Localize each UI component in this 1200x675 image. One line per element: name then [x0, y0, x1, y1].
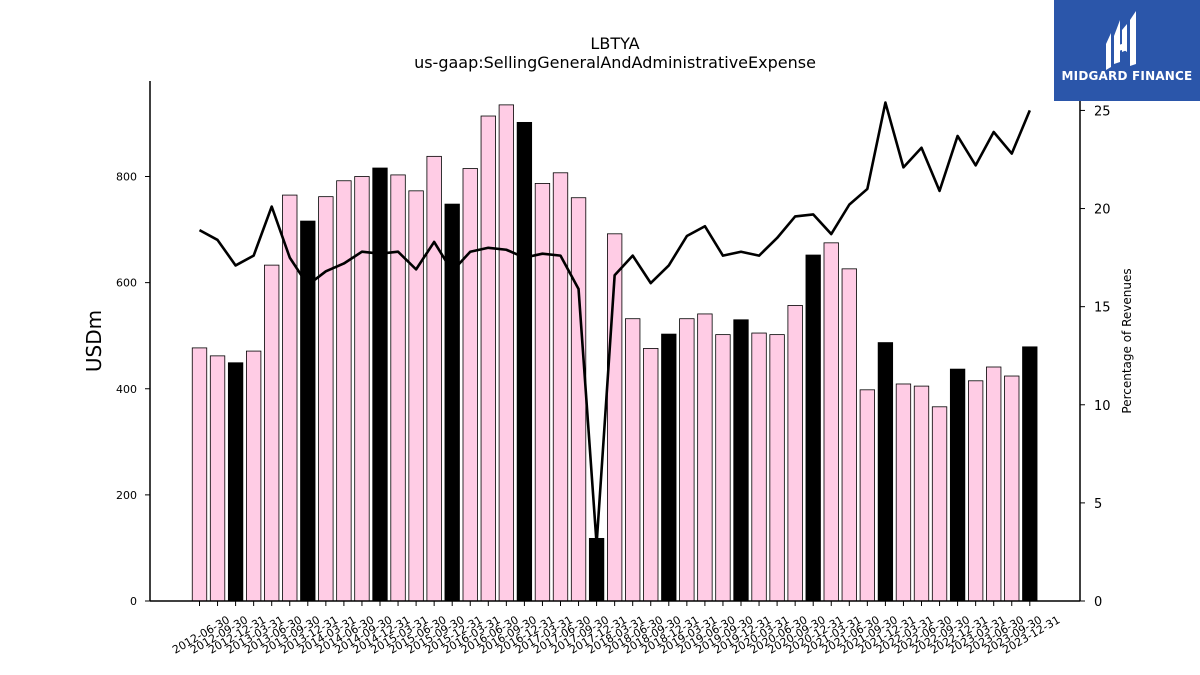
quarter-bar: [552, 172, 569, 602]
chart-title: LBTYA: [590, 34, 639, 53]
annual-bar: [372, 167, 388, 602]
quarter-bar: [318, 196, 334, 602]
quarter-bar: [697, 313, 713, 602]
chart-subtitle: us-gaap:SellingGeneralAndAdministrativeE…: [414, 53, 816, 72]
quarter-bar: [751, 332, 767, 602]
quarter-bar: [462, 168, 478, 602]
quarter-bar: [769, 334, 785, 602]
quarter-bar: [408, 190, 424, 602]
annual-bar: [805, 254, 821, 602]
y2-tick-label: 10: [1094, 399, 1111, 414]
quarter-bar: [841, 268, 857, 602]
quarter-bar: [968, 380, 984, 602]
quarter-bar: [570, 197, 587, 602]
logo-text: MIDGARD FINANCE: [1061, 69, 1193, 83]
quarter-bar: [913, 385, 930, 602]
y2-tick-label: 0: [1094, 595, 1102, 610]
quarter-bar: [354, 176, 370, 602]
y2-axis-label: Percentage of Revenues: [1120, 268, 1134, 413]
quarter-bar: [625, 318, 641, 602]
percentage-line-series: [198, 101, 1031, 546]
annual-bar: [1022, 346, 1038, 602]
quarter-bar: [859, 389, 875, 602]
y-tick-label: 600: [116, 277, 137, 290]
bar-series: [191, 104, 1038, 602]
y2-axis-ticks: 0 5 10 15 20 25: [1080, 104, 1111, 610]
y-tick-label: 0: [130, 595, 137, 608]
quarter-bar: [264, 264, 280, 602]
quarter-bar: [643, 348, 659, 602]
quarter-bar: [895, 383, 912, 602]
quarter-bar: [679, 318, 695, 602]
annual-bar: [516, 121, 533, 602]
annual-bar: [949, 368, 966, 602]
quarter-bar: [715, 334, 731, 602]
annual-bar: [661, 333, 677, 602]
quarter-bar: [390, 174, 406, 602]
quarter-bar: [426, 155, 442, 602]
y-axis-ticks: 0 200 400 600 800: [116, 171, 150, 608]
y2-tick-label: 5: [1094, 497, 1102, 512]
quarter-bar: [534, 183, 551, 602]
quarter-bar: [209, 355, 226, 602]
quarter-bar: [245, 350, 262, 602]
annual-bar: [733, 319, 749, 602]
quarter-bar: [787, 305, 803, 602]
quarter-bar: [986, 366, 1002, 602]
quarter-bar: [931, 406, 948, 602]
quarter-bar: [498, 104, 515, 602]
y-axis-label: USDm: [82, 310, 106, 372]
quarter-bar: [336, 180, 352, 602]
y2-tick-label: 15: [1094, 301, 1111, 316]
y2-tick-label: 25: [1094, 104, 1111, 119]
quarter-bar: [823, 242, 839, 602]
midgard-finance-logo-icon: [1106, 11, 1136, 70]
y-tick-label: 400: [116, 383, 137, 396]
y-tick-label: 200: [116, 489, 137, 502]
quarter-bar: [1004, 375, 1020, 602]
annual-bar: [877, 342, 894, 602]
quarter-bar: [480, 115, 496, 602]
y2-tick-label: 20: [1094, 203, 1111, 218]
quarter-bar: [191, 347, 208, 602]
annual-bar: [227, 362, 244, 602]
annual-bar: [588, 537, 605, 602]
percentage-line: [198, 101, 1031, 546]
y-tick-label: 800: [116, 171, 137, 184]
midgard-finance-logo: MIDGARD FINANCE: [1054, 0, 1200, 101]
x-axis-ticks: 2012-06-302012-09-302012-12-312013-03-31…: [170, 601, 1062, 657]
